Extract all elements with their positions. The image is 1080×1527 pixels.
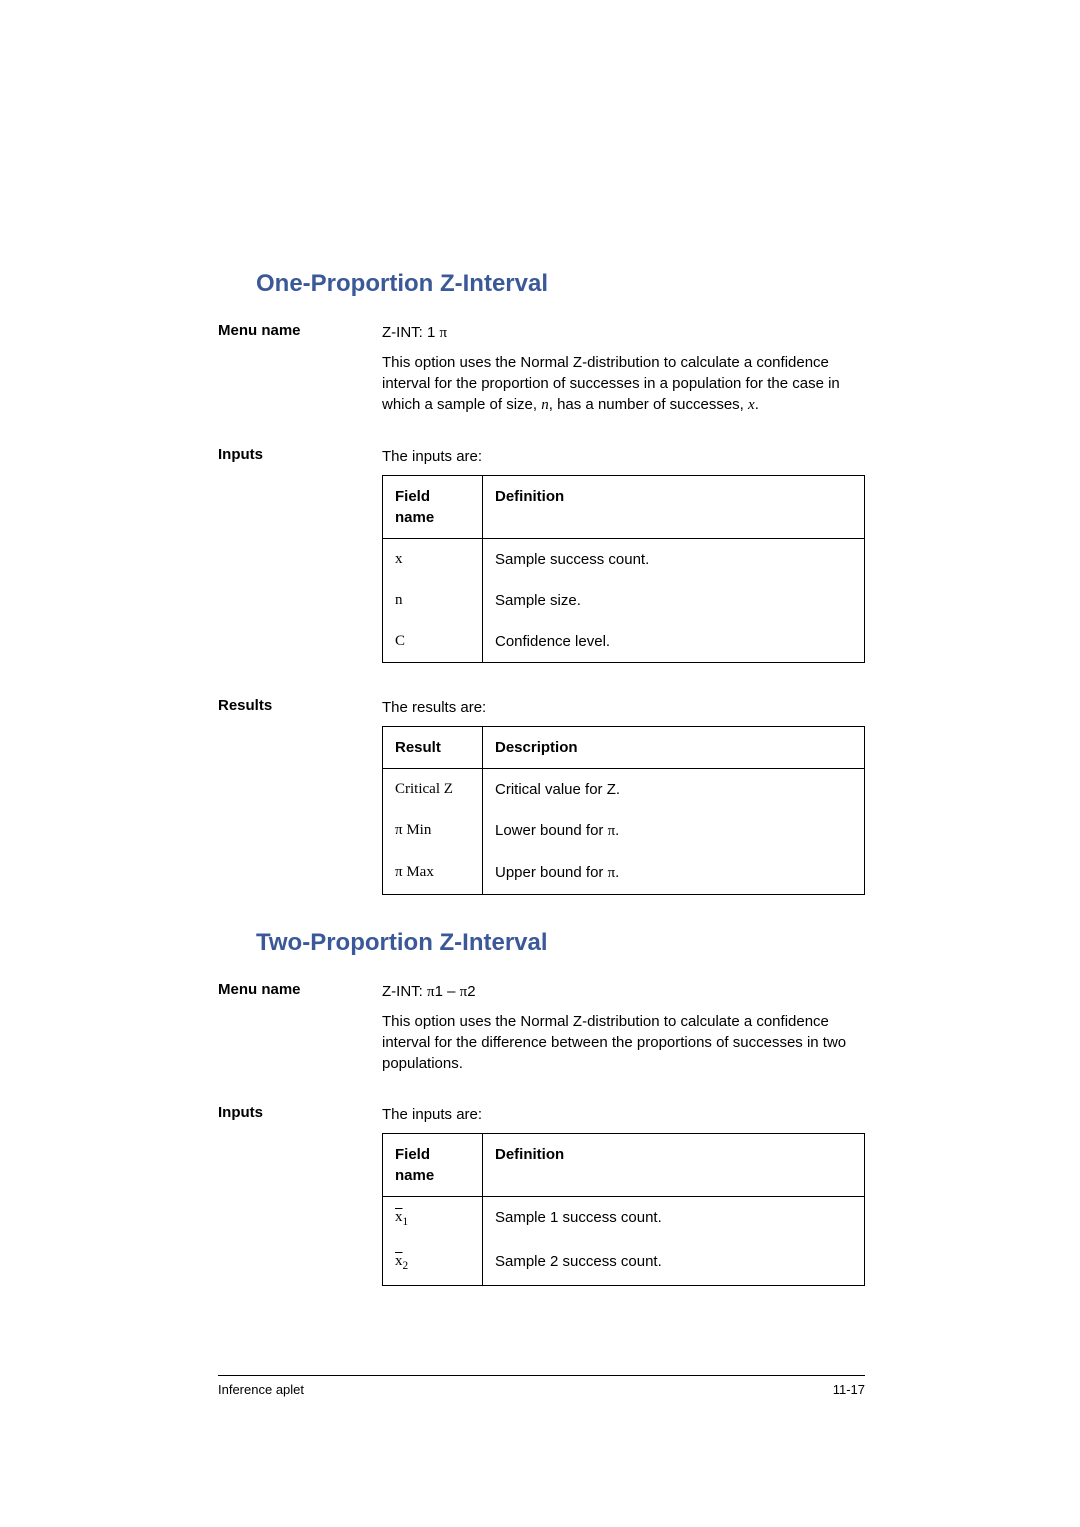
section-heading-one-proportion: One-Proportion Z-Interval — [256, 270, 865, 298]
menu-name-content: Z-INT: π1 – π2 This option uses the Norm… — [382, 981, 865, 1092]
inputs-table-2: Field name Definition x1 Sample 1 succes… — [382, 1133, 865, 1286]
document-page: One-Proportion Z-Interval Menu name Z-IN… — [0, 0, 1080, 1527]
menu-name-content: Z-INT: 1 π This option uses the Normal Z… — [382, 322, 865, 434]
table-row: π Max Upper bound for π. — [383, 852, 865, 895]
inputs-row-2: Inputs The inputs are: Field name Defini… — [218, 1104, 865, 1308]
inputs-content: The inputs are: Field name Definition x … — [382, 446, 865, 685]
table-header: Field name — [383, 1134, 483, 1197]
field-definition: Sample success count. — [483, 539, 865, 581]
table-header: Description — [483, 727, 865, 769]
result-name: π Max — [383, 852, 483, 895]
table-row: n Sample size. — [383, 580, 865, 621]
table-header: Definition — [483, 476, 865, 539]
table-row: x1 Sample 1 success count. — [383, 1197, 865, 1241]
section2-description: This option uses the Normal Z-distributi… — [382, 1011, 865, 1074]
section1-description: This option uses the Normal Z-distributi… — [382, 352, 865, 416]
menu-name-value: Z-INT: 1 π — [382, 322, 865, 344]
field-name: x1 — [383, 1197, 483, 1241]
table-header: Result — [383, 727, 483, 769]
menu-name-label: Menu name — [218, 981, 382, 1092]
menu-name-row-2: Menu name Z-INT: π1 – π2 This option use… — [218, 981, 865, 1092]
page-footer: Inference aplet 11-17 — [218, 1375, 865, 1397]
table-row: C Confidence level. — [383, 621, 865, 663]
table-row: π Min Lower bound for π. — [383, 810, 865, 852]
results-row: Results The results are: Result Descript… — [218, 697, 865, 917]
menu-name-value: Z-INT: π1 – π2 — [382, 981, 865, 1003]
result-description: Upper bound for π. — [483, 852, 865, 895]
inputs-row: Inputs The inputs are: Field name Defini… — [218, 446, 865, 685]
field-definition: Confidence level. — [483, 621, 865, 663]
inputs-table: Field name Definition x Sample success c… — [382, 475, 865, 663]
field-definition: Sample 1 success count. — [483, 1197, 865, 1241]
field-name: C — [383, 621, 483, 663]
results-intro: The results are: — [382, 697, 865, 718]
result-description: Lower bound for π. — [483, 810, 865, 852]
table-header: Definition — [483, 1134, 865, 1197]
inputs-label: Inputs — [218, 446, 382, 685]
footer-left: Inference aplet — [218, 1382, 304, 1397]
results-content: The results are: Result Description Crit… — [382, 697, 865, 917]
field-name: x — [383, 539, 483, 581]
field-definition: Sample 2 success count. — [483, 1241, 865, 1285]
table-row: x Sample success count. — [383, 539, 865, 581]
inputs-intro: The inputs are: — [382, 446, 865, 467]
table-row: Critical Z Critical value for Z. — [383, 769, 865, 811]
footer-right: 11-17 — [833, 1382, 865, 1397]
results-table: Result Description Critical Z Critical v… — [382, 726, 865, 895]
inputs-intro: The inputs are: — [382, 1104, 865, 1125]
menu-name-row: Menu name Z-INT: 1 π This option uses th… — [218, 322, 865, 434]
field-definition: Sample size. — [483, 580, 865, 621]
result-name: π Min — [383, 810, 483, 852]
field-name: x2 — [383, 1241, 483, 1285]
results-label: Results — [218, 697, 382, 917]
field-name: n — [383, 580, 483, 621]
section-heading-two-proportion: Two-Proportion Z-Interval — [256, 929, 865, 957]
result-description: Critical value for Z. — [483, 769, 865, 811]
inputs-content: The inputs are: Field name Definition x1… — [382, 1104, 865, 1308]
table-row: x2 Sample 2 success count. — [383, 1241, 865, 1285]
table-header: Field name — [383, 476, 483, 539]
menu-name-label: Menu name — [218, 322, 382, 434]
inputs-label: Inputs — [218, 1104, 382, 1308]
result-name: Critical Z — [383, 769, 483, 811]
